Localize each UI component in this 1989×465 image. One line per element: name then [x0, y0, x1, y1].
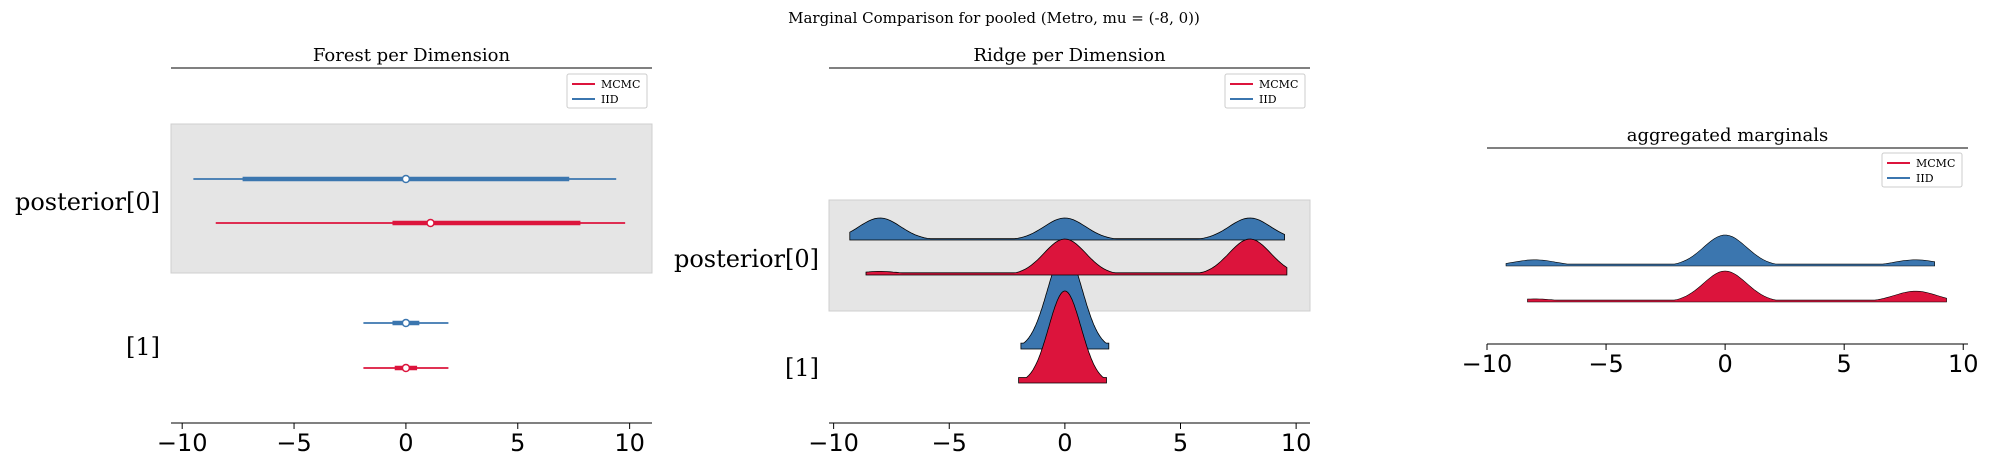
ridge-density-mcmc — [1018, 290, 1107, 384]
ridge-x-tick-label: −5 — [932, 429, 967, 457]
aggregated-density-iid — [1505, 234, 1936, 267]
forest-y-label: [1] — [126, 333, 160, 361]
forest-legend-mcmc-label: MCMC — [601, 78, 640, 91]
aggregated-x-tick-label: 0 — [1717, 350, 1732, 378]
forest-title: Forest per Dimension — [313, 45, 511, 66]
forest-median-point — [401, 174, 411, 184]
forest-x-tick-label: 0 — [398, 429, 413, 457]
forest-median-point — [401, 363, 411, 373]
aggregated-legend-mcmc-label: MCMC — [1916, 157, 1955, 170]
forest-panel: Forest per Dimension posterior[0] [1] MCMC I… — [15, 45, 653, 457]
ridge-x-tick-label: 10 — [1281, 429, 1312, 457]
forest-median-point — [401, 318, 411, 328]
forest-row-band — [170, 123, 653, 274]
forest-x-tick-label: 5 — [510, 429, 525, 457]
aggregated-x-tick-label: −10 — [1462, 350, 1513, 378]
aggregated-x-tick-label: 5 — [1837, 350, 1852, 378]
ridge-y-label: [1] — [785, 354, 819, 382]
forest-x-tick-label: 10 — [614, 429, 645, 457]
aggregated-x-tick-label: −5 — [1588, 350, 1623, 378]
forest-median-point — [426, 218, 435, 228]
ridge-x-tick-label: −10 — [808, 429, 859, 457]
aggregated-density-mcmc — [1527, 270, 1947, 303]
figure-title: Marginal Comparison for pooled (Metro, m… — [788, 9, 1200, 27]
ridge-y-label: posterior[0] — [674, 245, 819, 273]
ridge-panel: Ridge per Dimension posterior[0] [1] MCMC II… — [674, 45, 1311, 457]
forest-legend-iid-label: IID — [601, 93, 619, 106]
aggregated-panel: aggregated marginals MCMC IID −10 −5 0 5 10 — [1462, 125, 1979, 378]
ridge-title: Ridge per Dimension — [973, 45, 1166, 66]
ridge-x-tick-label: 0 — [1057, 429, 1072, 457]
aggregated-title: aggregated marginals — [1627, 125, 1828, 146]
ridge-legend-mcmc-label: MCMC — [1259, 78, 1298, 91]
aggregated-x-tick-label: 10 — [1948, 350, 1979, 378]
ridge-x-tick-label: 5 — [1173, 429, 1188, 457]
forest-x-tick-label: −10 — [157, 429, 208, 457]
forest-y-label: posterior[0] — [15, 188, 160, 216]
ridge-density-mcmc — [865, 238, 1288, 276]
aggregated-legend-iid-label: IID — [1916, 172, 1934, 185]
ridge-legend-iid-label: IID — [1259, 93, 1277, 106]
forest-x-tick-label: −5 — [276, 429, 311, 457]
ridge-density-iid — [849, 217, 1286, 241]
